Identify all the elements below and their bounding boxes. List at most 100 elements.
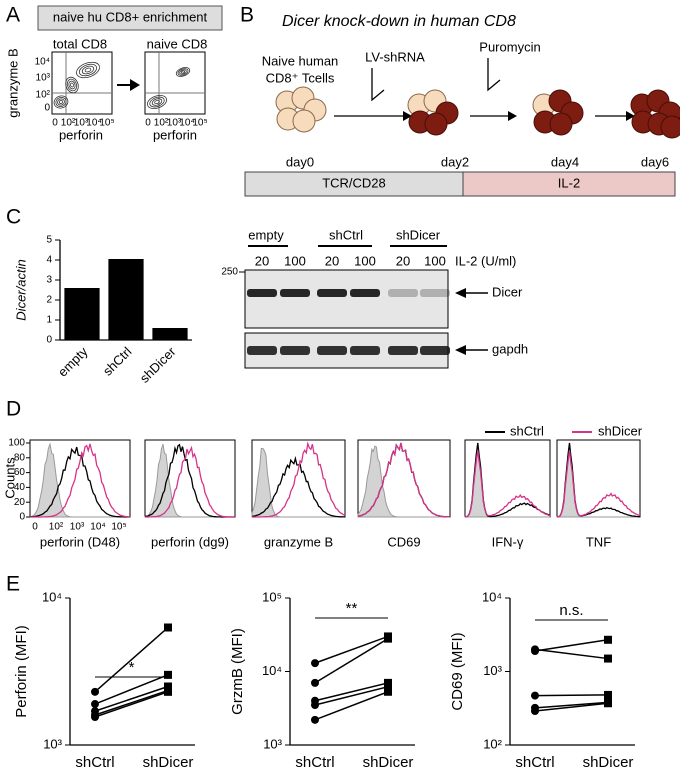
x-tick-label: shCtrl xyxy=(100,344,135,379)
point xyxy=(164,670,172,679)
y-tick-label: 10³ xyxy=(43,736,62,751)
contour xyxy=(66,78,78,92)
point xyxy=(384,682,392,691)
legend-label: shCtrl xyxy=(510,423,544,438)
bar xyxy=(108,259,144,340)
panel-a-header: naive hu CD8+ enrichment xyxy=(53,9,208,24)
x-tick-label: shDicer xyxy=(583,754,634,771)
day-label: day4 xyxy=(551,154,579,169)
dose-label: IL-2 (U/ml) xyxy=(455,253,516,268)
point xyxy=(531,707,539,716)
day-label: day2 xyxy=(441,154,469,169)
legend-label: shDicer xyxy=(598,423,643,438)
hist-dicer xyxy=(252,441,346,518)
band xyxy=(420,289,450,297)
contour xyxy=(175,67,191,77)
hist-ctrl xyxy=(556,442,640,518)
dose: 100 xyxy=(284,253,306,268)
plot-title: naive CD8 xyxy=(147,36,208,51)
x-tick-label: 10³ xyxy=(70,522,85,533)
isotype xyxy=(251,447,345,518)
annotation: * xyxy=(129,659,135,676)
y-tick-label: 5 xyxy=(46,235,52,246)
flow-box xyxy=(144,51,206,115)
y-tick-label: 10⁴ xyxy=(482,589,502,604)
y-tick-label: 80 xyxy=(14,452,26,463)
panel-b-title: Dicer knock-down in human CD8 xyxy=(282,13,516,30)
band-label: gapdh xyxy=(492,341,528,356)
point xyxy=(164,623,172,632)
x-tick-label: 0 xyxy=(145,118,151,129)
day-label: day6 xyxy=(641,154,669,169)
dose-labels: 20 100 20 100 20 100 xyxy=(255,253,446,268)
phase-label: TCR/CD28 xyxy=(322,175,386,190)
y-tick-label: 0 xyxy=(19,512,25,523)
contour xyxy=(76,61,100,79)
y-tick-label: 4 xyxy=(46,255,52,266)
y-label: Counts xyxy=(2,457,17,499)
hist-dicer xyxy=(145,445,235,518)
band xyxy=(247,289,277,297)
x-tick-label: 10⁴ xyxy=(179,118,194,129)
line xyxy=(94,691,169,718)
group-label: empty xyxy=(248,227,284,242)
y-tick-label: 10⁴ xyxy=(35,57,50,68)
point xyxy=(164,687,172,696)
point xyxy=(311,701,319,710)
cell xyxy=(549,112,573,136)
x-label: perforin xyxy=(153,127,197,142)
x-label: granzyme B xyxy=(264,534,333,549)
x-label: IFN-γ xyxy=(492,534,524,549)
point xyxy=(91,700,99,709)
x-tick-label: shCtrl xyxy=(515,754,554,771)
phase-bar xyxy=(462,171,676,197)
dose: 100 xyxy=(424,253,446,268)
dose: 100 xyxy=(354,253,376,268)
x-tick-label: shDicer xyxy=(137,343,179,385)
x-tick-label: empty xyxy=(55,344,91,380)
band xyxy=(280,346,310,355)
x-tick-label: shCtrl xyxy=(295,754,334,771)
arrow-head xyxy=(455,345,466,355)
plot-title: total CD8 xyxy=(53,36,107,51)
band xyxy=(420,346,450,355)
blot-bands xyxy=(247,289,450,355)
x-tick-label: 10⁴ xyxy=(90,522,105,533)
panel-labels: A B C D E xyxy=(6,4,254,596)
dose: 20 xyxy=(396,253,410,268)
cell-clusters xyxy=(275,86,680,139)
x-tick-label: shDicer xyxy=(363,754,414,771)
hist-dicer xyxy=(464,450,551,518)
cell xyxy=(424,112,448,136)
panel-label: A xyxy=(6,4,20,27)
arrow xyxy=(371,68,385,102)
dose: 20 xyxy=(255,253,269,268)
flow-box xyxy=(51,51,113,115)
line xyxy=(94,626,169,693)
y-tick-label: 3 xyxy=(46,275,52,286)
line xyxy=(534,694,609,697)
phase-label: IL-2 xyxy=(558,175,580,190)
cell xyxy=(292,109,316,133)
point xyxy=(311,715,319,724)
header-box xyxy=(37,5,223,31)
line xyxy=(314,682,389,702)
x-label: CD69 xyxy=(387,534,420,549)
x-tick-label: 10⁵ xyxy=(99,118,114,129)
hist-ctrl xyxy=(144,443,235,518)
band xyxy=(388,289,418,297)
hist-dicer xyxy=(556,450,641,518)
arrow-head xyxy=(508,111,517,121)
y-tick-label: 0 xyxy=(46,335,52,346)
arrow-heads xyxy=(403,111,635,121)
point xyxy=(531,647,539,656)
band xyxy=(388,346,418,355)
band xyxy=(247,346,277,355)
y-tick-label: 10³ xyxy=(36,73,51,84)
x-tick-label: 10³ xyxy=(167,118,182,129)
x-tick-label: 10⁵ xyxy=(111,522,126,533)
contour xyxy=(65,76,79,94)
x-tick-label: 10⁴ xyxy=(86,118,101,129)
marker-label: 250 xyxy=(221,267,238,278)
y-tick-label: 1 xyxy=(46,315,52,326)
